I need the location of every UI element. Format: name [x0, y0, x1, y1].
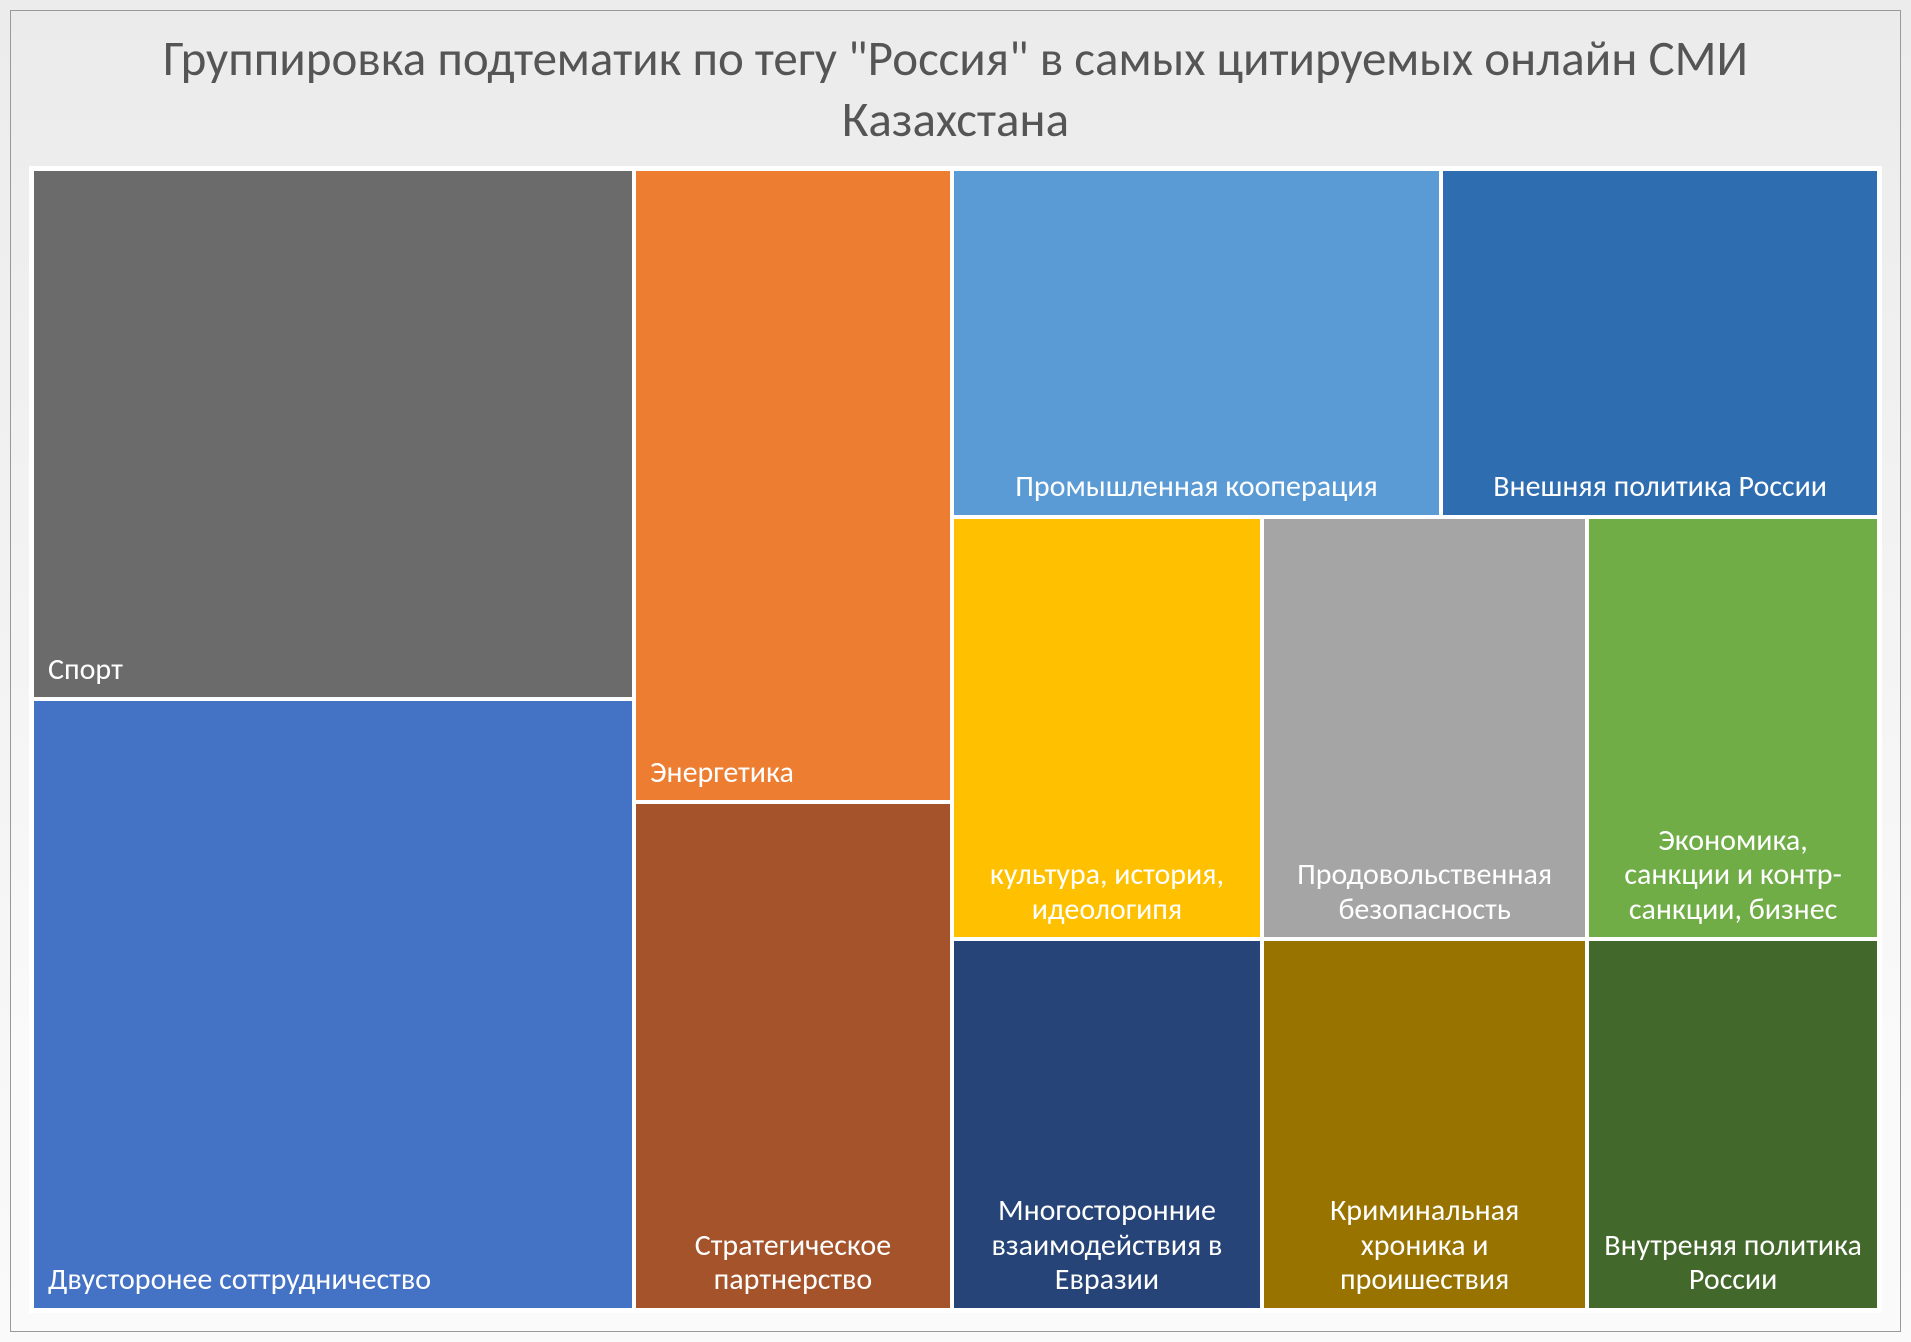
- tile-bilateral: Двусторонее соттрудничество: [32, 699, 634, 1310]
- chart-title: Группировка подтематик по тегу "Россия" …: [11, 11, 1900, 166]
- tile-economy: Экономика, санкции и контр-санкции, бизн…: [1587, 517, 1879, 939]
- tile-culture: культура, история, идеологипя: [952, 517, 1262, 939]
- tile-label: Продовольственная безопасность: [1278, 858, 1571, 927]
- tile-industrial: Промышленная кооперация: [952, 169, 1441, 517]
- tile-food_security: Продовольственная безопасность: [1262, 517, 1587, 939]
- tile-label: Промышленная кооперация: [968, 470, 1425, 505]
- tile-foreign_policy: Внешняя политика России: [1441, 169, 1879, 517]
- treemap-chart: Группировка подтематик по тегу "Россия" …: [10, 10, 1901, 1332]
- tile-label: Спорт: [48, 653, 618, 688]
- tile-label: Внешняя политика России: [1457, 470, 1863, 505]
- tile-energy: Энергетика: [634, 169, 952, 803]
- tile-label: Стратегическое партнерство: [650, 1229, 936, 1298]
- tile-label: Двусторонее соттрудничество: [48, 1263, 618, 1298]
- tile-internal: Внутреняя политика России: [1587, 939, 1879, 1310]
- tile-label: Криминальная хроника и проишествия: [1278, 1194, 1571, 1298]
- tile-crime: Криминальная хроника и проишествия: [1262, 939, 1587, 1310]
- tile-label: Энергетика: [650, 756, 936, 791]
- tile-label: Внутреняя политика России: [1603, 1229, 1863, 1298]
- tile-label: Экономика, санкции и контр-санкции, бизн…: [1603, 824, 1863, 928]
- tile-label: культура, история, идеологипя: [968, 858, 1246, 927]
- tile-eurasia: Многосторонние взаимодействия в Евразии: [952, 939, 1262, 1310]
- tile-label: Многосторонние взаимодействия в Евразии: [968, 1194, 1246, 1298]
- tile-sport: Спорт: [32, 169, 634, 700]
- tile-strategic: Стратегическое партнерство: [634, 802, 952, 1310]
- treemap-area: Спорт Двусторонее соттрудничество Энергети…: [29, 166, 1882, 1314]
